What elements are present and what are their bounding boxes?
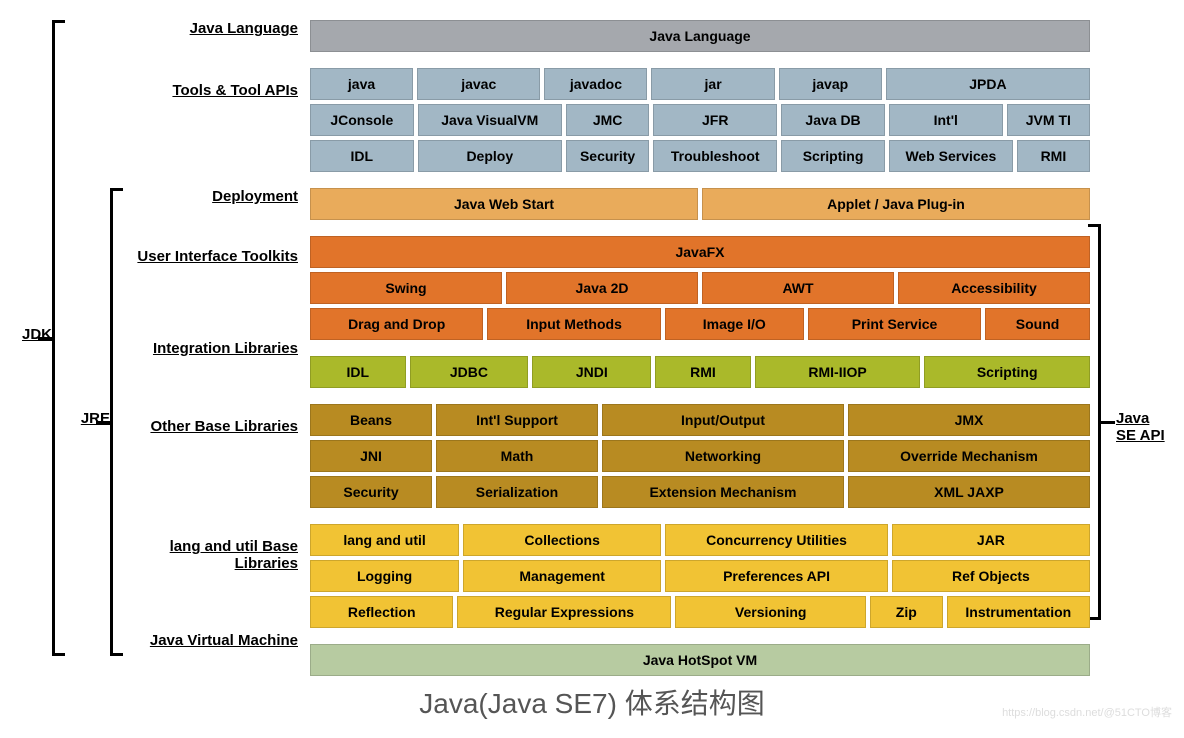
section-label: Deployment xyxy=(128,188,298,205)
diagram-row: Java HotSpot VM xyxy=(310,644,1090,676)
diagram-cell: Java VisualVM xyxy=(418,104,562,136)
diagram-cell: Ref Objects xyxy=(892,560,1090,592)
diagram-cell: JMX xyxy=(848,404,1090,436)
watermark: https://blog.csdn.net/@51CTO博客 xyxy=(1002,704,1172,720)
diagram-cell: java xyxy=(310,68,413,100)
diagram-cell: Java HotSpot VM xyxy=(310,644,1090,676)
diagram-cell: Management xyxy=(463,560,661,592)
diagram-row: Drag and DropInput MethodsImage I/OPrint… xyxy=(310,308,1090,340)
diagram-cell: Networking xyxy=(602,440,844,472)
diagram-cell: RMI xyxy=(655,356,751,388)
section-label: Java Virtual Machine xyxy=(128,632,298,649)
diagram-cell: AWT xyxy=(702,272,894,304)
diagram-cell: Applet / Java Plug-in xyxy=(702,188,1090,220)
diagram-cell: Int'l xyxy=(889,104,1003,136)
diagram-cell: Security xyxy=(566,140,649,172)
diagram-cell: Java Web Start xyxy=(310,188,698,220)
diagram-cell: Drag and Drop xyxy=(310,308,483,340)
diagram-row: ReflectionRegular ExpressionsVersioningZ… xyxy=(310,596,1090,628)
diagram-cell: javap xyxy=(779,68,882,100)
diagram-row: JNIMathNetworkingOverride Mechanism xyxy=(310,440,1090,472)
diagram-cell: Input/Output xyxy=(602,404,844,436)
diagram-cell: Int'l Support xyxy=(436,404,598,436)
diagram-cell: Java 2D xyxy=(506,272,698,304)
diagram-row: JConsoleJava VisualVMJMCJFRJava DBInt'lJ… xyxy=(310,104,1090,136)
section-label: Tools & Tool APIs xyxy=(128,82,298,99)
diagram-cell: JAR xyxy=(892,524,1090,556)
bracket-label: JDK xyxy=(0,326,52,343)
diagram-row: lang and utilCollectionsConcurrency Util… xyxy=(310,524,1090,556)
diagram-cell: Java DB xyxy=(781,104,885,136)
diagram-cell: Image I/O xyxy=(665,308,804,340)
diagram-cell: lang and util xyxy=(310,524,459,556)
diagram-row: SwingJava 2DAWTAccessibility xyxy=(310,272,1090,304)
diagram-cell: Beans xyxy=(310,404,432,436)
diagram-cell: IDL xyxy=(310,140,414,172)
diagram-cell: Troubleshoot xyxy=(653,140,777,172)
diagram-cell: Logging xyxy=(310,560,459,592)
diagram-cell: Accessibility xyxy=(898,272,1090,304)
diagram-cell: RMI xyxy=(1017,140,1090,172)
diagram-cell: Scripting xyxy=(924,356,1090,388)
diagram-cell: JavaFX xyxy=(310,236,1090,268)
diagram-cell: JMC xyxy=(566,104,649,136)
diagram-cell: JNI xyxy=(310,440,432,472)
diagram-row: IDLDeploySecurityTroubleshootScriptingWe… xyxy=(310,140,1090,172)
bracket-left xyxy=(52,20,55,656)
bracket-label: JavaSE API xyxy=(1116,410,1184,444)
diagram-cell: JVM TI xyxy=(1007,104,1090,136)
diagram-cell: Preferences API xyxy=(665,560,888,592)
diagram-cell: JFR xyxy=(653,104,777,136)
diagram-cell: Java Language xyxy=(310,20,1090,52)
diagram-cell: Math xyxy=(436,440,598,472)
diagram-cell: JDBC xyxy=(410,356,529,388)
diagram-cell: JPDA xyxy=(886,68,1090,100)
diagram-cell: Instrumentation xyxy=(947,596,1090,628)
diagram-row: SecuritySerializationExtension Mechanism… xyxy=(310,476,1090,508)
diagram-cell: JConsole xyxy=(310,104,414,136)
diagram-cell: JNDI xyxy=(532,356,651,388)
section-label: Other Base Libraries xyxy=(128,418,298,435)
diagram-row: javajavacjavadocjarjavapJPDA xyxy=(310,68,1090,100)
section-label: User Interface Toolkits xyxy=(128,248,298,265)
bracket-left xyxy=(110,188,113,656)
diagram-cell: Versioning xyxy=(675,596,866,628)
bracket-label: JRE xyxy=(40,410,110,427)
diagram-cell: Scripting xyxy=(781,140,885,172)
diagram-cell: Input Methods xyxy=(487,308,660,340)
diagram-cell: RMI-IIOP xyxy=(755,356,921,388)
section-label: Java Language xyxy=(128,20,298,37)
diagram-cell: Sound xyxy=(985,308,1090,340)
diagram-cell: Print Service xyxy=(808,308,981,340)
diagram-row: BeansInt'l SupportInput/OutputJMX xyxy=(310,404,1090,436)
diagram-cell: Swing xyxy=(310,272,502,304)
diagram-cell: Collections xyxy=(463,524,661,556)
section-label: lang and util Base Libraries xyxy=(128,538,298,572)
diagram-cell: Web Services xyxy=(889,140,1013,172)
diagram-cell: javac xyxy=(417,68,540,100)
diagram-cell: javadoc xyxy=(544,68,647,100)
section-label: Integration Libraries xyxy=(128,340,298,357)
diagram-cell: Deploy xyxy=(418,140,562,172)
diagram-cell: jar xyxy=(651,68,774,100)
diagram-cell: Regular Expressions xyxy=(457,596,671,628)
diagram-cell: Extension Mechanism xyxy=(602,476,844,508)
diagram-cell: Concurrency Utilities xyxy=(665,524,888,556)
diagram-cell: XML JAXP xyxy=(848,476,1090,508)
diagram-row: IDLJDBCJNDIRMIRMI-IIOPScripting xyxy=(310,356,1090,388)
diagram-row: Java Language xyxy=(310,20,1090,52)
diagram-cell: Serialization xyxy=(436,476,598,508)
diagram-row: JavaFX xyxy=(310,236,1090,268)
diagram-cell: Reflection xyxy=(310,596,453,628)
diagram-row: Java Web StartApplet / Java Plug-in xyxy=(310,188,1090,220)
diagram-cell: Override Mechanism xyxy=(848,440,1090,472)
diagram-cell: Security xyxy=(310,476,432,508)
diagram-cell: Zip xyxy=(870,596,943,628)
diagram-row: LoggingManagementPreferences APIRef Obje… xyxy=(310,560,1090,592)
diagram-cell: IDL xyxy=(310,356,406,388)
